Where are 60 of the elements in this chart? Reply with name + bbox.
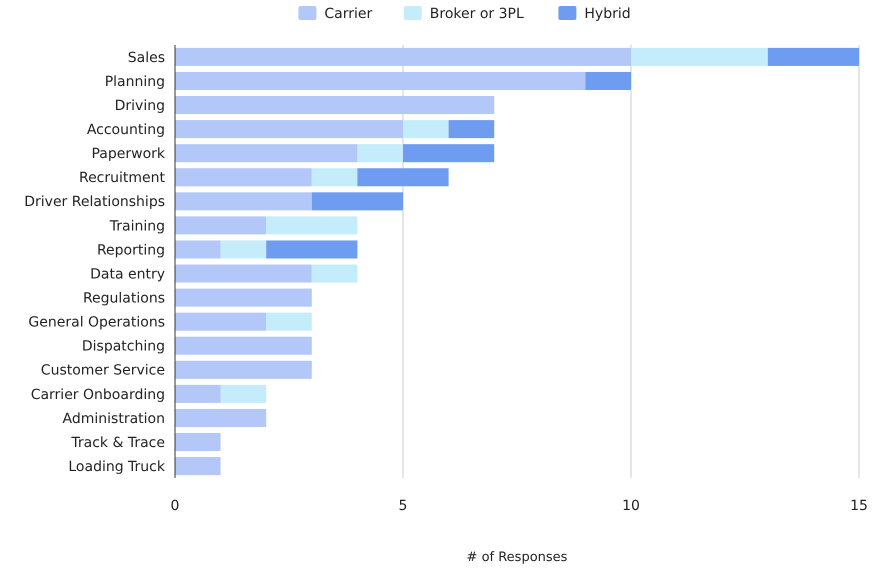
bar [175, 432, 221, 452]
y-tick-label: Track & Trace [70, 434, 165, 451]
x-tick-label: 0 [170, 498, 180, 514]
bar [175, 168, 312, 186]
y-tick-label: Reporting [96, 242, 165, 258]
bar [266, 312, 312, 331]
x-tick-label: 15 [850, 498, 868, 514]
y-tick-label: Data entry [90, 266, 165, 282]
bar [175, 312, 266, 331]
bar [175, 144, 358, 162]
x-tick-label: 10 [622, 498, 640, 514]
bar [312, 168, 358, 186]
bar [631, 48, 768, 66]
y-tick-label: Paperwork [91, 146, 166, 162]
bar [175, 72, 586, 90]
bar [175, 264, 312, 283]
y-tick-label: Driver Relationships [24, 194, 165, 210]
y-tick-label: Planning [104, 74, 165, 90]
y-tick-label: Dispatching [82, 338, 165, 355]
bar [175, 48, 631, 66]
bar [175, 336, 312, 355]
bar [312, 264, 358, 283]
bar [312, 192, 403, 210]
legend-label: Hybrid [584, 6, 631, 22]
y-tick-label: Customer Service [40, 362, 165, 379]
bar [585, 72, 631, 90]
bar [768, 48, 859, 66]
bar [175, 457, 221, 476]
y-tick-label: Accounting [86, 122, 165, 138]
bar [403, 144, 494, 162]
bar [175, 384, 221, 403]
y-tick-label: Loading Truck [68, 458, 166, 475]
bar [403, 120, 449, 138]
bar [266, 240, 358, 258]
bar [357, 144, 403, 162]
bar [175, 240, 221, 258]
bar [266, 216, 358, 234]
bar [175, 288, 312, 307]
bar [175, 96, 494, 114]
y-tick-label: Regulations [82, 290, 165, 307]
bar [357, 168, 449, 186]
bar [175, 216, 266, 234]
y-tick-label: Carrier Onboarding [30, 386, 165, 403]
y-tick-label: Training [108, 218, 165, 234]
x-axis-title: # of Responses [466, 550, 568, 565]
bar [175, 360, 312, 379]
bar [175, 408, 266, 427]
bar [175, 192, 312, 210]
y-tick-label: Recruitment [78, 170, 166, 186]
y-tick-label: General Operations [28, 314, 165, 331]
legend-label: Carrier [324, 6, 373, 22]
legend-label: Broker or 3PL [430, 6, 524, 22]
bar [175, 120, 403, 138]
x-tick-label: 5 [398, 498, 408, 514]
bar [220, 384, 266, 403]
y-tick-label: Driving [114, 98, 165, 114]
y-tick-label: Administration [62, 410, 165, 427]
y-tick-label: Sales [128, 50, 165, 66]
bar [448, 120, 494, 138]
bar [220, 240, 266, 258]
